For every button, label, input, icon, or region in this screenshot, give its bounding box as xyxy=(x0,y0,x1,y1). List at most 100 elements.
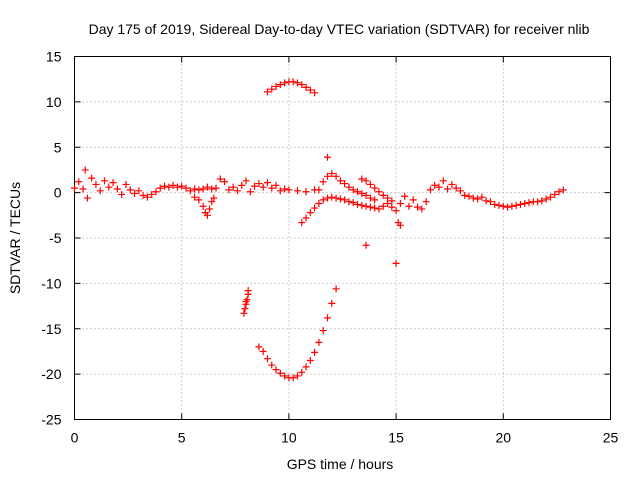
data-point xyxy=(435,183,443,191)
data-point xyxy=(426,186,434,194)
y-tick-label: 15 xyxy=(46,49,62,65)
data-point xyxy=(203,183,211,191)
data-point xyxy=(332,172,340,180)
data-point xyxy=(268,85,276,93)
data-point xyxy=(225,186,233,194)
data-point xyxy=(186,187,194,195)
data-point xyxy=(259,183,267,191)
data-point xyxy=(263,355,271,363)
data-point xyxy=(298,81,306,89)
data-point xyxy=(366,203,374,211)
data-point xyxy=(409,196,417,204)
data-point xyxy=(208,185,216,193)
data-point xyxy=(285,186,293,194)
data-point xyxy=(516,200,524,208)
data-point xyxy=(208,198,216,206)
data-point xyxy=(401,192,409,200)
data-point xyxy=(521,200,529,208)
data-point xyxy=(512,201,520,209)
data-point xyxy=(206,205,214,213)
data-point xyxy=(113,185,121,193)
data-point xyxy=(293,187,301,195)
data-point xyxy=(289,78,297,86)
data-point xyxy=(293,79,301,87)
data-point xyxy=(328,193,336,201)
x-tick-label: 15 xyxy=(388,430,404,446)
data-point xyxy=(323,172,331,180)
data-point xyxy=(173,183,181,191)
data-point xyxy=(422,198,430,206)
series-baseline-late xyxy=(396,177,567,213)
data-point xyxy=(328,170,336,178)
data-point xyxy=(366,194,374,202)
data-point xyxy=(71,184,78,192)
data-point xyxy=(461,191,469,199)
x-axis-label: GPS time / hours xyxy=(287,456,394,472)
data-point xyxy=(105,183,113,191)
data-point xyxy=(341,196,349,204)
data-point xyxy=(302,188,310,196)
series-dip-10h-right xyxy=(298,193,400,227)
data-point xyxy=(336,177,344,185)
data-point xyxy=(241,305,249,313)
data-point xyxy=(444,185,452,193)
data-point xyxy=(478,193,486,201)
data-point xyxy=(538,197,546,205)
data-point xyxy=(358,190,366,198)
data-point xyxy=(242,177,250,185)
data-point xyxy=(199,185,207,193)
data-point xyxy=(195,186,203,194)
data-point xyxy=(238,181,246,189)
data-point xyxy=(135,187,143,195)
data-point xyxy=(474,195,482,203)
data-point xyxy=(375,188,383,196)
data-point xyxy=(319,327,327,335)
data-point xyxy=(191,185,199,193)
grid xyxy=(74,56,611,420)
data-point xyxy=(259,347,267,355)
y-tick-label: -5 xyxy=(49,230,62,246)
data-point xyxy=(336,195,344,203)
data-point xyxy=(465,192,473,200)
x-tick-label: 25 xyxy=(603,430,619,446)
data-point xyxy=(358,201,366,209)
data-point xyxy=(332,285,340,293)
data-point xyxy=(210,194,218,202)
data-point xyxy=(244,287,252,295)
y-tick-label: 10 xyxy=(46,94,62,110)
y-tick-label: -10 xyxy=(41,275,61,291)
data-point xyxy=(139,191,147,199)
data-point xyxy=(323,153,331,161)
data-point xyxy=(559,186,567,194)
x-tick-label: 20 xyxy=(496,430,512,446)
data-point xyxy=(203,211,211,219)
series-bump-12h xyxy=(315,170,379,204)
data-point xyxy=(546,193,554,201)
data-point xyxy=(362,191,370,199)
data-point xyxy=(96,187,104,195)
data-point xyxy=(83,194,91,202)
data-point xyxy=(388,197,396,205)
data-point xyxy=(508,202,516,210)
data-point xyxy=(315,200,323,208)
data-point xyxy=(293,372,301,380)
data-point xyxy=(276,369,284,377)
y-tick-label: -15 xyxy=(41,321,61,337)
data-point xyxy=(504,203,512,211)
data-point xyxy=(191,193,199,201)
data-point xyxy=(272,82,280,90)
data-point xyxy=(486,198,494,206)
data-point xyxy=(469,194,477,202)
data-point xyxy=(323,314,331,322)
data-point xyxy=(143,193,151,201)
data-point xyxy=(79,185,87,193)
data-point xyxy=(534,198,542,206)
data-point xyxy=(156,184,164,192)
data-point xyxy=(482,197,490,205)
data-point xyxy=(276,187,284,195)
x-axis: 0 5 10 15 20 25 xyxy=(71,56,619,446)
x-tick-label: 5 xyxy=(178,430,186,446)
data-point xyxy=(199,202,207,210)
series-cluster-8h xyxy=(240,287,252,317)
